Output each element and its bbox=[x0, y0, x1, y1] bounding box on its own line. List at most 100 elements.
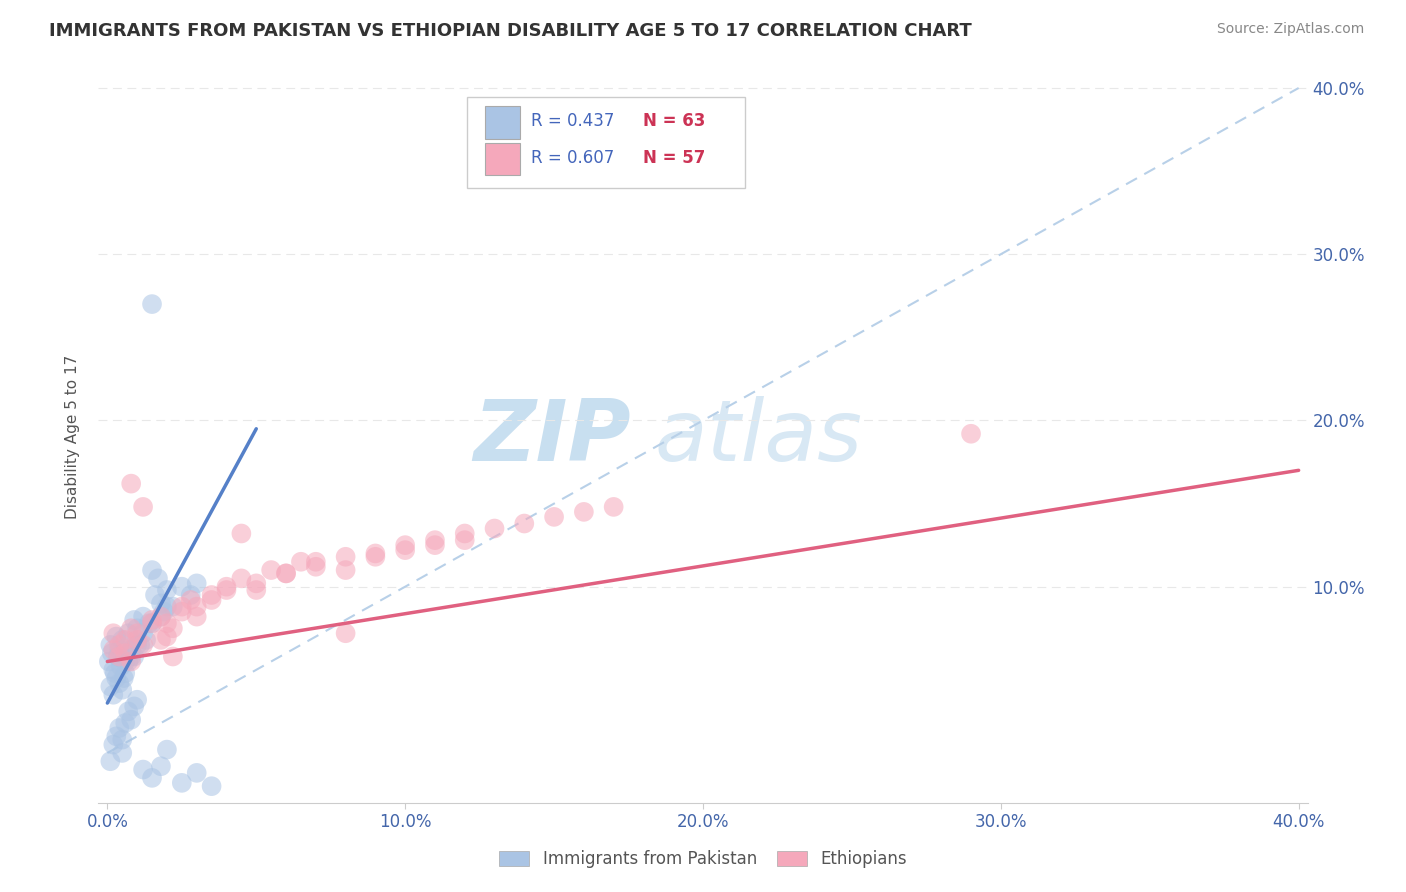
Point bbox=[108, 643, 131, 657]
Point bbox=[98, 638, 121, 652]
Point bbox=[141, 297, 163, 311]
Point bbox=[107, 649, 129, 664]
Point bbox=[513, 516, 536, 531]
Point bbox=[423, 538, 446, 552]
Point bbox=[117, 705, 139, 719]
Point bbox=[200, 588, 222, 602]
Point bbox=[105, 671, 128, 685]
Point bbox=[572, 505, 595, 519]
Point bbox=[274, 566, 297, 581]
Y-axis label: Disability Age 5 to 17: Disability Age 5 to 17 bbox=[65, 355, 80, 519]
Point bbox=[200, 779, 222, 793]
Point bbox=[394, 543, 416, 558]
Point bbox=[127, 626, 149, 640]
Point bbox=[114, 666, 136, 681]
Point bbox=[97, 655, 120, 669]
Point bbox=[156, 582, 179, 597]
Text: N = 57: N = 57 bbox=[643, 149, 704, 167]
Point bbox=[543, 509, 565, 524]
Point bbox=[423, 533, 446, 548]
Point bbox=[111, 632, 134, 647]
Point bbox=[120, 655, 142, 669]
Point bbox=[132, 626, 155, 640]
Point bbox=[484, 521, 506, 535]
FancyBboxPatch shape bbox=[467, 97, 745, 188]
Point bbox=[132, 638, 155, 652]
Point bbox=[149, 609, 172, 624]
Point bbox=[141, 616, 163, 631]
Point bbox=[335, 563, 357, 577]
Point bbox=[141, 771, 163, 785]
Point bbox=[98, 680, 121, 694]
Point bbox=[114, 716, 136, 731]
Point bbox=[186, 576, 208, 591]
FancyBboxPatch shape bbox=[485, 106, 520, 138]
Point bbox=[215, 582, 238, 597]
Text: R = 0.437: R = 0.437 bbox=[531, 112, 614, 130]
Point bbox=[156, 630, 179, 644]
Point bbox=[111, 732, 134, 747]
Point bbox=[170, 599, 193, 614]
Point bbox=[274, 566, 297, 581]
Point bbox=[162, 621, 184, 635]
Point bbox=[103, 663, 125, 677]
Point bbox=[141, 616, 163, 631]
Point bbox=[108, 649, 131, 664]
Point bbox=[156, 742, 179, 756]
Text: ZIP: ZIP bbox=[472, 395, 630, 479]
Point bbox=[132, 763, 155, 777]
Point bbox=[141, 563, 163, 577]
Point bbox=[120, 643, 142, 657]
Point bbox=[260, 563, 283, 577]
Point bbox=[129, 638, 152, 652]
Point bbox=[103, 688, 125, 702]
Point bbox=[117, 626, 139, 640]
Point bbox=[162, 649, 184, 664]
Point bbox=[305, 559, 328, 574]
Point bbox=[104, 666, 127, 681]
Point bbox=[290, 555, 312, 569]
Point bbox=[186, 765, 208, 780]
Point bbox=[101, 646, 124, 660]
Point bbox=[245, 576, 267, 591]
Point bbox=[149, 632, 172, 647]
Point bbox=[127, 638, 149, 652]
Point bbox=[960, 426, 983, 441]
Point bbox=[120, 649, 142, 664]
Point bbox=[110, 659, 132, 673]
Point bbox=[114, 632, 136, 647]
Point bbox=[114, 646, 136, 660]
Text: N = 63: N = 63 bbox=[643, 112, 704, 130]
Point bbox=[103, 643, 125, 657]
Point bbox=[122, 649, 145, 664]
Point bbox=[127, 632, 149, 647]
Point bbox=[180, 593, 202, 607]
Point bbox=[149, 759, 172, 773]
Point bbox=[105, 729, 128, 743]
Point bbox=[112, 671, 135, 685]
Point bbox=[111, 746, 134, 760]
Point bbox=[231, 571, 253, 585]
Point bbox=[132, 609, 155, 624]
Point bbox=[127, 692, 149, 706]
Point bbox=[454, 526, 477, 541]
Point bbox=[186, 609, 208, 624]
Point bbox=[122, 699, 145, 714]
Point bbox=[394, 538, 416, 552]
Point bbox=[335, 549, 357, 564]
Point bbox=[146, 571, 169, 585]
Point bbox=[117, 655, 139, 669]
Point bbox=[335, 626, 357, 640]
Point bbox=[120, 476, 142, 491]
Point bbox=[364, 549, 387, 564]
Point bbox=[170, 580, 193, 594]
Point bbox=[156, 599, 179, 614]
Point bbox=[170, 776, 193, 790]
Legend: Immigrants from Pakistan, Ethiopians: Immigrants from Pakistan, Ethiopians bbox=[492, 844, 914, 875]
Point bbox=[108, 638, 131, 652]
Point bbox=[143, 588, 166, 602]
Point bbox=[103, 738, 125, 752]
Point bbox=[132, 500, 155, 514]
Point bbox=[114, 655, 136, 669]
Point bbox=[180, 588, 202, 602]
